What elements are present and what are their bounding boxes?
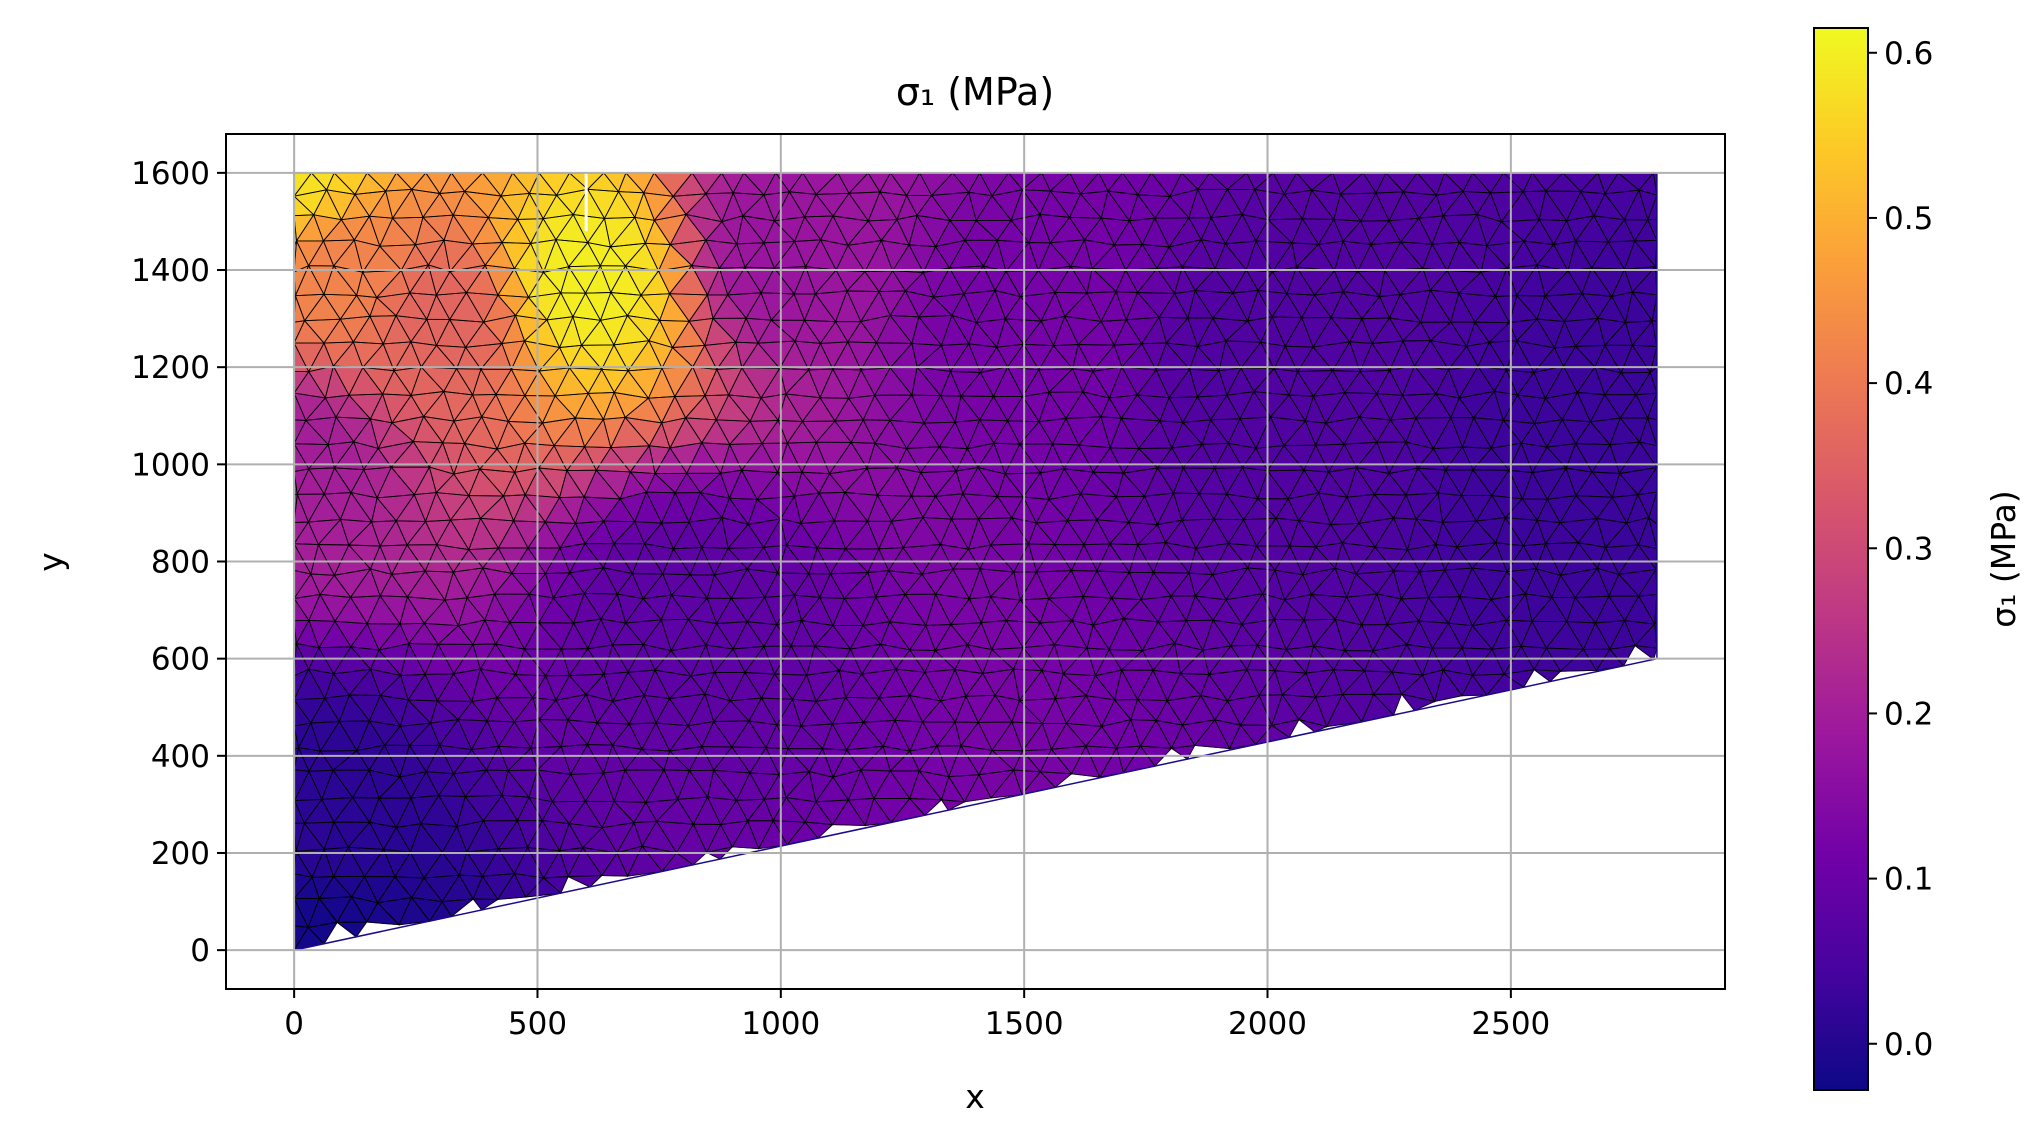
y-tick-label: 1600	[131, 156, 210, 192]
x-tick-label: 1500	[985, 1006, 1064, 1042]
y-tick-label: 800	[151, 545, 210, 581]
colorbar-tick-label: 0.4	[1884, 366, 1933, 402]
y-axis-ticks: 0 200 400 600 800 1000 1200 1400 1600	[131, 156, 226, 969]
colorbar-label: σ₁ (MPa)	[1984, 490, 2023, 628]
y-tick-label: 600	[151, 642, 210, 678]
y-tick-label: 1400	[131, 253, 210, 289]
colorbar-ticks: 0.0 0.1 0.2 0.3 0.4 0.5 0.6	[1868, 36, 1933, 1063]
y-axis-label: y	[31, 552, 70, 572]
y-tick-label: 200	[151, 836, 210, 872]
colorbar-tick-label: 0.5	[1884, 201, 1933, 237]
chart-title: σ₁ (MPa)	[896, 70, 1054, 114]
grid-lines	[226, 134, 1725, 989]
y-tick-label: 0	[190, 933, 210, 969]
mesh-element	[335, 921, 368, 938]
colorbar-tick-label: 0.6	[1884, 36, 1933, 72]
y-tick-label: 1000	[131, 447, 210, 483]
x-axis-ticks: 0 500 1000 1500 2000 2500	[284, 989, 1550, 1042]
colorbar-tick-label: 0.2	[1884, 696, 1933, 732]
y-tick-label: 400	[151, 739, 210, 775]
colorbar-tick-label: 0.1	[1884, 862, 1933, 898]
x-axis-label: x	[965, 1077, 985, 1116]
colorbar	[1813, 27, 1869, 1091]
x-tick-label: 0	[284, 1006, 304, 1042]
x-tick-label: 1000	[741, 1006, 820, 1042]
colorbar-tick-label: 0.0	[1884, 1027, 1933, 1063]
x-tick-label: 500	[508, 1006, 567, 1042]
colorbar-tick-label: 0.3	[1884, 531, 1933, 567]
y-tick-label: 1200	[131, 350, 210, 386]
x-tick-label: 2500	[1471, 1006, 1550, 1042]
x-tick-label: 2000	[1228, 1006, 1307, 1042]
